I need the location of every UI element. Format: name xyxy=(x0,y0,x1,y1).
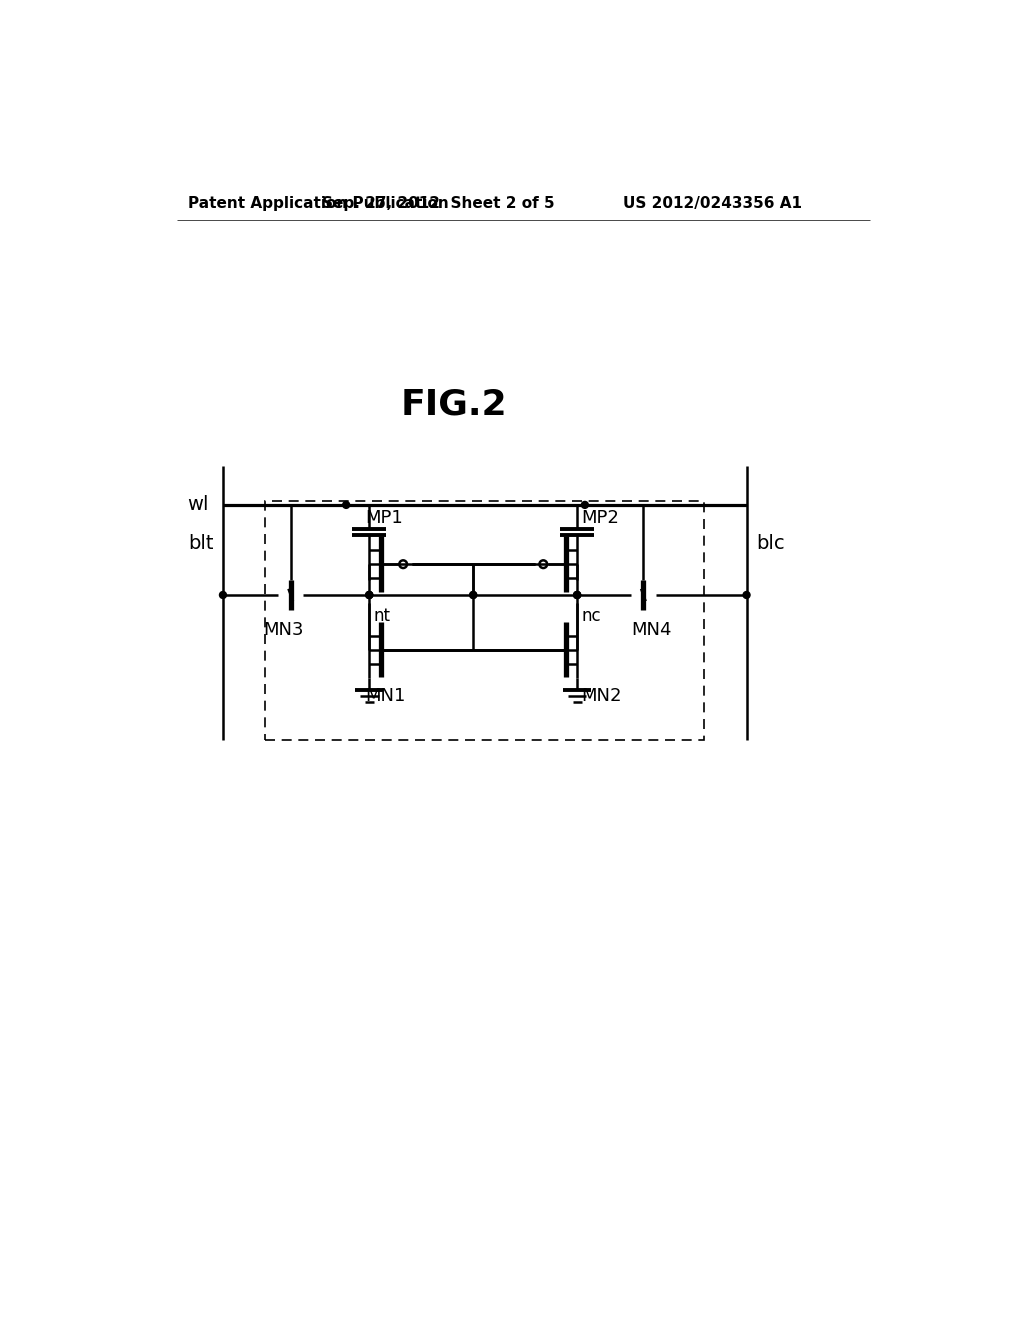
Bar xyxy=(265,502,705,739)
Text: MN2: MN2 xyxy=(581,686,622,705)
Circle shape xyxy=(582,502,589,508)
Circle shape xyxy=(573,591,581,598)
Circle shape xyxy=(743,591,750,598)
Circle shape xyxy=(219,591,226,598)
Circle shape xyxy=(366,591,373,598)
Text: FIG.2: FIG.2 xyxy=(400,388,507,422)
Text: US 2012/0243356 A1: US 2012/0243356 A1 xyxy=(624,195,803,211)
Circle shape xyxy=(366,591,373,598)
Text: MN3: MN3 xyxy=(263,622,303,639)
Text: nc: nc xyxy=(581,607,601,624)
Text: nt: nt xyxy=(373,607,390,624)
Circle shape xyxy=(573,591,581,598)
Text: blt: blt xyxy=(188,533,214,553)
Text: MP1: MP1 xyxy=(366,510,403,527)
Text: MN4: MN4 xyxy=(631,622,672,639)
Circle shape xyxy=(366,591,373,598)
Circle shape xyxy=(470,591,477,598)
Circle shape xyxy=(343,502,349,508)
Text: wl: wl xyxy=(187,495,209,515)
Text: Sep. 27, 2012  Sheet 2 of 5: Sep. 27, 2012 Sheet 2 of 5 xyxy=(323,195,555,211)
Text: MP2: MP2 xyxy=(581,510,618,527)
Text: Patent Application Publication: Patent Application Publication xyxy=(188,195,450,211)
Text: MN1: MN1 xyxy=(366,686,406,705)
Circle shape xyxy=(573,591,581,598)
Circle shape xyxy=(470,591,477,598)
Text: blc: blc xyxy=(756,533,784,553)
